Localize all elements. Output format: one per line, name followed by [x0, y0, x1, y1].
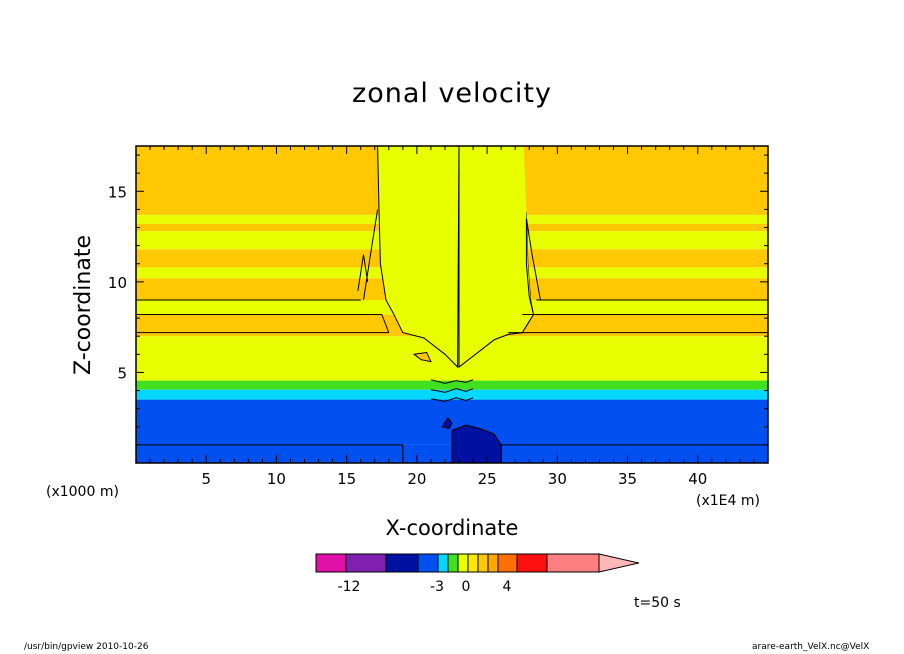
x-tick-label: 20: [407, 470, 426, 488]
wave-contour-2: [430, 388, 474, 393]
colorbar-swatch-4: [437, 553, 449, 573]
x-tick-label: 5: [201, 470, 211, 488]
x-unit-left: (x1000 m): [46, 484, 119, 500]
plume-contour-left-edge: [363, 209, 379, 301]
footer-source: arare-earth_VelX.nc@VelX: [752, 642, 870, 652]
plume-contour-right: [458, 146, 535, 369]
plume-contour-left-spike: [357, 254, 369, 291]
x-tick-label: 40: [688, 470, 707, 488]
plot-frame: [135, 145, 769, 464]
colorbar-arrow: [598, 553, 640, 573]
x-tick-label: 10: [267, 470, 286, 488]
wave-contour-1: [430, 379, 474, 384]
colorbar-label: 0: [462, 579, 471, 595]
colorbar-swatch-7: [467, 553, 479, 573]
colorbar-swatch-2: [385, 553, 419, 573]
central-plume-right: [459, 146, 534, 367]
x-tick-label: 15: [337, 470, 356, 488]
y-tick-label: 10: [108, 274, 127, 292]
small-blob: [412, 351, 432, 363]
footer-command: /usr/bin/gpview 2010-10-26: [24, 642, 149, 652]
chart-title: zonal velocity: [352, 78, 552, 109]
colorbar-swatch-5: [447, 553, 459, 573]
time-label: t=50 s: [634, 595, 681, 611]
colorbar-swatch-12: [546, 553, 600, 573]
colorbar-swatch-1: [345, 553, 387, 573]
dark-blue-blob: [441, 416, 453, 430]
colorbar-label: -3: [430, 579, 444, 595]
wave-contour-3: [430, 397, 474, 402]
colorbar-swatch-6: [457, 553, 469, 573]
colorbar-swatch-8: [477, 553, 489, 573]
contour-join-left: [381, 314, 390, 333]
x-tick-label: 30: [548, 470, 567, 488]
colorbar-label: 4: [503, 579, 512, 595]
plume-contour-right-edge: [525, 218, 541, 301]
contour-band-3: [136, 380, 768, 390]
colorbar-label: -12: [338, 579, 361, 595]
x-tick-label: 35: [618, 470, 637, 488]
x-tick-label: 25: [478, 470, 497, 488]
y-axis-label: Z-coordinate: [71, 235, 96, 375]
x-unit-right: (x1E4 m): [696, 493, 760, 509]
colorbar-swatch-11: [516, 553, 548, 573]
colorbar-swatch-3: [417, 553, 439, 573]
y-tick-label: 5: [117, 364, 127, 382]
colorbar-swatch-9: [487, 553, 499, 573]
central-plume: [377, 146, 460, 369]
x-axis-label: X-coordinate: [385, 516, 519, 540]
colorbar-swatch-10: [497, 553, 518, 573]
colorbar-swatch-0: [315, 553, 347, 573]
y-tick-label: 15: [108, 183, 127, 201]
contour-band-2: [136, 389, 768, 400]
